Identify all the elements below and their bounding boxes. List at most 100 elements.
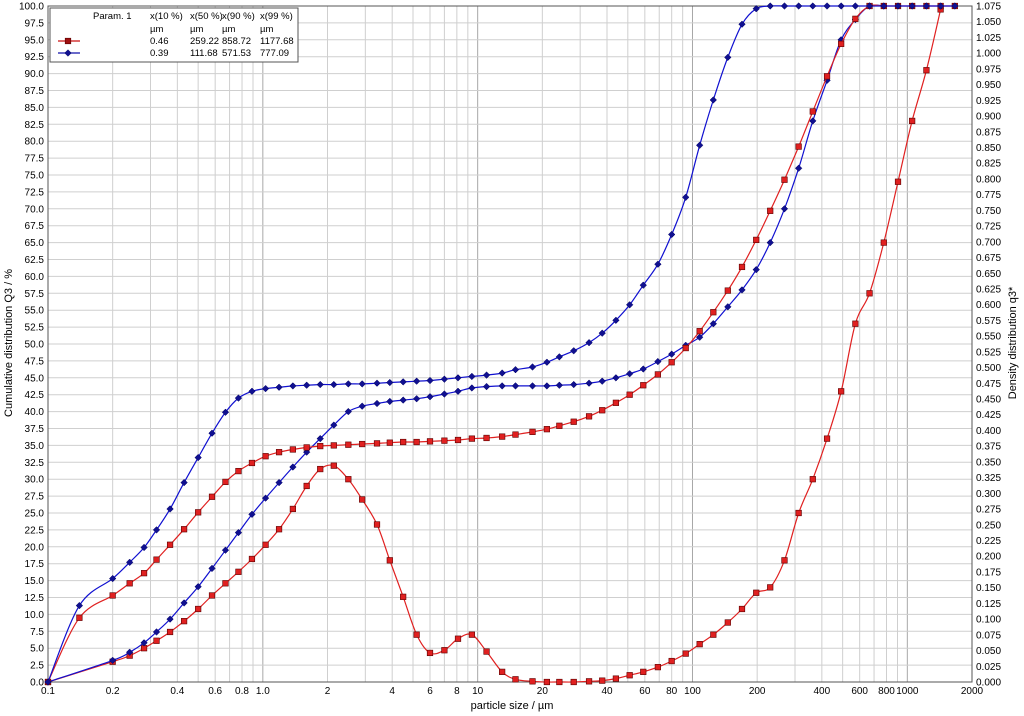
- data-point-diamond: [682, 193, 690, 201]
- y-right-tick-label: 0.450: [976, 395, 1001, 406]
- data-point-square: [682, 344, 689, 352]
- data-point-diamond: [626, 301, 634, 309]
- data-point-square: [543, 426, 550, 433]
- data-point-diamond: [166, 505, 174, 513]
- data-point-diamond: [126, 648, 134, 656]
- plot-frame: [47, 5, 973, 683]
- legend-value-cell: 571.53: [222, 48, 251, 59]
- y-left-tick-label: 90.0: [25, 69, 45, 80]
- data-point-diamond: [440, 390, 449, 398]
- data-point-square: [76, 614, 83, 621]
- data-point-square: [585, 678, 593, 685]
- x-tick-label: 200: [749, 686, 766, 697]
- y-left-tick-label: 7.5: [30, 627, 44, 638]
- x-tick-label: 2: [325, 686, 331, 697]
- legend-value-cell: 777.09: [260, 48, 289, 59]
- legend-value-cell: 858.72: [222, 36, 251, 47]
- data-point-diamond: [482, 382, 491, 391]
- data-point-diamond: [696, 141, 704, 149]
- data-point-square: [753, 589, 760, 596]
- data-point-square: [330, 462, 337, 469]
- data-point-square: [441, 437, 448, 444]
- data-point-diamond: [809, 2, 817, 10]
- data-point-diamond: [412, 377, 421, 385]
- x-tick-label: 400: [813, 686, 830, 697]
- data-point-square: [373, 440, 381, 447]
- legend-unit-cell: µm: [260, 24, 273, 35]
- data-point-diamond: [373, 399, 381, 408]
- data-point-square: [795, 509, 802, 517]
- y-left-tick-label: 62.5: [25, 255, 45, 266]
- legend-value-cell: 0.46: [150, 36, 169, 47]
- data-point-square: [512, 676, 519, 683]
- y-left-tick-label: 2.5: [30, 661, 44, 672]
- data-point-square: [248, 459, 256, 467]
- data-point-diamond: [344, 380, 352, 388]
- data-point-diamond: [303, 448, 311, 456]
- x-tick-label: 20: [537, 686, 549, 697]
- data-point-square: [483, 434, 490, 442]
- data-point-diamond: [780, 2, 789, 10]
- data-point-square: [753, 236, 760, 243]
- y-left-tick-label: 97.5: [25, 18, 45, 29]
- data-point-square: [400, 438, 407, 446]
- data-point-diamond: [823, 2, 831, 10]
- data-point-square: [208, 493, 216, 500]
- y-left-tick-label: 27.5: [25, 492, 45, 503]
- y-left-tick-label: 100.0: [19, 2, 44, 13]
- data-point-diamond: [555, 353, 563, 361]
- data-point-square: [426, 649, 434, 657]
- data-point-diamond: [399, 396, 407, 404]
- data-point-diamond: [766, 2, 774, 10]
- y-left-tick-label: 80.0: [25, 137, 45, 148]
- data-point-square: [140, 570, 148, 577]
- data-point-diamond: [498, 369, 506, 377]
- y-right-tick-label: 0.675: [976, 253, 1001, 264]
- data-point-diamond: [639, 281, 647, 289]
- data-point-square: [612, 399, 619, 406]
- data-point-square: [585, 413, 593, 420]
- y-right-tick-label: 0.000: [976, 678, 1001, 689]
- x-axis-label: particle size / µm: [471, 700, 554, 712]
- data-point-square: [654, 371, 661, 378]
- data-point-diamond: [482, 371, 491, 379]
- data-point-square: [880, 239, 887, 246]
- x-tick-label: 10: [472, 686, 484, 697]
- x-tick-label: 0.4: [170, 686, 184, 697]
- data-point-square: [275, 526, 283, 533]
- legend-header-cell: Param. 1: [93, 11, 132, 22]
- data-point-diamond: [44, 678, 52, 686]
- x-tick-label: 800: [878, 686, 895, 697]
- y-right-tick-label: 0.950: [976, 80, 1001, 91]
- data-point-diamond: [780, 205, 789, 213]
- data-point-diamond: [399, 378, 407, 386]
- y-right-tick-label: 0.925: [976, 96, 1001, 107]
- blue-cumulative-curve: [44, 2, 959, 686]
- data-point-square: [317, 442, 324, 450]
- data-point-diamond: [166, 615, 174, 623]
- x-tick-label: 0.1: [41, 686, 55, 697]
- data-point-square: [413, 438, 420, 446]
- y-right-tick-label: 0.975: [976, 64, 1001, 75]
- y-left-tick-label: 95.0: [25, 35, 45, 46]
- data-point-diamond: [738, 286, 746, 294]
- data-point-square: [499, 668, 506, 675]
- y-right-tick-label: 0.225: [976, 536, 1001, 547]
- data-point-diamond: [696, 333, 704, 341]
- y-left-tick-label: 65.0: [25, 238, 45, 249]
- y-left-tick-label: 87.5: [25, 86, 45, 97]
- red-cumulative-curve: [44, 2, 958, 686]
- data-point-diamond: [152, 628, 161, 636]
- data-point-square: [468, 435, 475, 442]
- data-point-square: [529, 428, 536, 435]
- data-point-square: [499, 433, 506, 440]
- data-point-diamond: [358, 380, 366, 388]
- data-point-square: [781, 176, 788, 183]
- data-point-square: [359, 496, 366, 503]
- data-point-diamond: [316, 380, 324, 389]
- legend-header-cell: x(50 %): [190, 11, 223, 22]
- x-tick-label: 0.8: [235, 686, 249, 697]
- data-point-square: [838, 40, 845, 47]
- data-point-diamond: [511, 366, 520, 374]
